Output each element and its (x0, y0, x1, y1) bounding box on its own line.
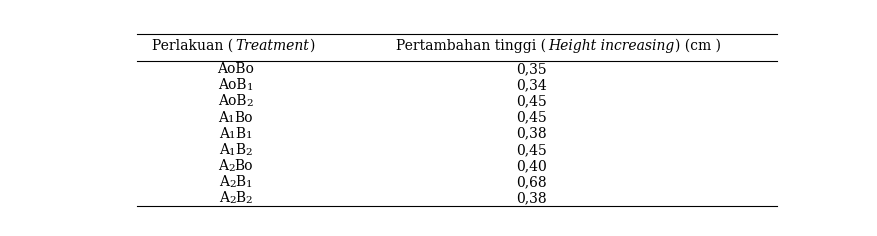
Text: B: B (235, 127, 246, 141)
Text: A: A (217, 159, 228, 173)
Text: A: A (217, 110, 228, 125)
Text: A: A (218, 191, 229, 205)
Text: 2: 2 (228, 164, 234, 173)
Text: Treatment: Treatment (235, 38, 310, 53)
Text: 2: 2 (229, 180, 235, 189)
Text: 2: 2 (246, 196, 252, 205)
Text: 1: 1 (246, 131, 252, 140)
Text: AoB: AoB (217, 78, 246, 92)
Text: 0,45: 0,45 (516, 110, 546, 125)
Text: 0,35: 0,35 (516, 62, 546, 76)
Text: 1: 1 (229, 148, 235, 156)
Text: Height increasing: Height increasing (548, 38, 674, 53)
Text: Bo: Bo (234, 110, 253, 125)
Text: 2: 2 (229, 196, 235, 205)
Text: A: A (218, 143, 229, 157)
Text: B: B (235, 143, 246, 157)
Text: AoB: AoB (217, 94, 246, 108)
Text: 0,34: 0,34 (516, 78, 546, 92)
Text: ) (cm ): ) (cm ) (674, 38, 720, 53)
Text: 1: 1 (228, 115, 234, 124)
Text: Perlakuan (: Perlakuan ( (152, 38, 235, 53)
Text: 0,45: 0,45 (516, 143, 546, 157)
Text: 2: 2 (246, 148, 252, 156)
Text: A: A (218, 127, 229, 141)
Text: 0,40: 0,40 (516, 159, 546, 173)
Text: B: B (235, 175, 246, 189)
Text: B: B (235, 191, 246, 205)
Text: 2: 2 (246, 99, 253, 108)
Text: 1: 1 (246, 180, 252, 189)
Text: 0,68: 0,68 (516, 175, 546, 189)
Text: 1: 1 (246, 83, 253, 92)
Text: ): ) (310, 38, 315, 53)
Text: Pertambahan tinggi (: Pertambahan tinggi ( (396, 38, 548, 53)
Text: 0,45: 0,45 (516, 94, 546, 108)
Text: Bo: Bo (234, 159, 253, 173)
Text: 0,38: 0,38 (516, 191, 546, 205)
Text: A: A (218, 175, 229, 189)
Text: 1: 1 (229, 131, 235, 140)
Text: AoBo: AoBo (217, 62, 253, 76)
Text: 0,38: 0,38 (516, 127, 546, 141)
